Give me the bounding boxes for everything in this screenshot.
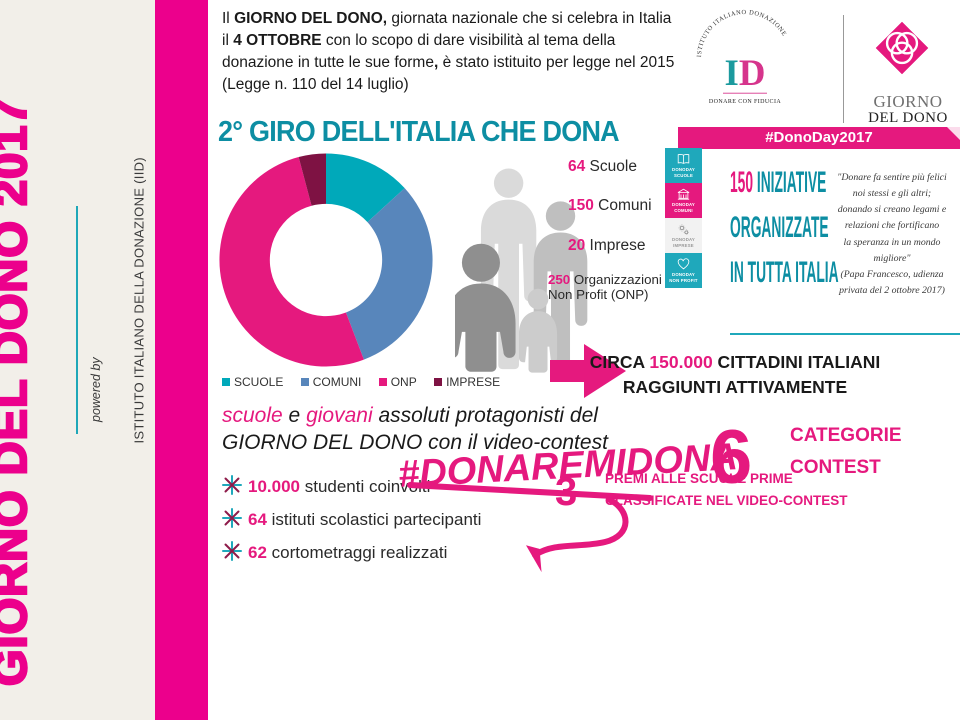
svg-text:ID: ID: [725, 52, 766, 93]
svg-text:ISTITUTO ITALIANO DONAZIONE: ISTITUTO ITALIANO DONAZIONE: [696, 9, 788, 57]
svg-text:DONARE CON FIDUCIA: DONARE CON FIDUCIA: [709, 99, 781, 105]
